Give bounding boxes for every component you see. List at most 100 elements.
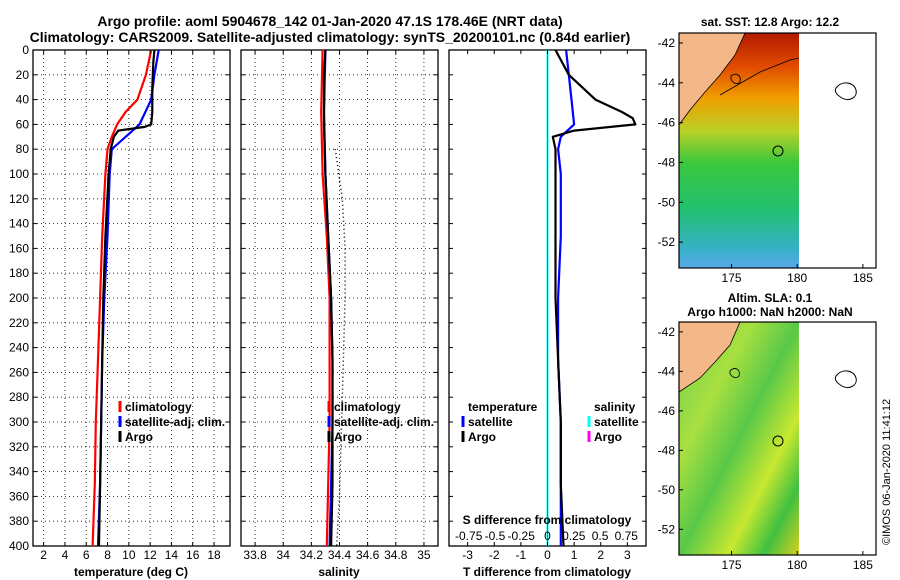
series-argo bbox=[322, 49, 334, 547]
depth-tick-label: 80 bbox=[16, 142, 30, 156]
depth-tick-label: 120 bbox=[9, 192, 29, 206]
map-lon-label: 185 bbox=[853, 558, 873, 572]
depth-tick-label: 280 bbox=[9, 390, 29, 404]
map-lat-label: -50 bbox=[658, 195, 676, 209]
salinity-xlabel: salinity bbox=[318, 565, 360, 579]
t-difference-xlabel: T difference from climatology bbox=[463, 565, 631, 579]
map-lat-label: -44 bbox=[658, 364, 676, 378]
depth-tick-label: 60 bbox=[16, 117, 30, 131]
figure-title-line-1: Argo profile: aoml 5904678_142 01-Jan-20… bbox=[97, 13, 563, 29]
difference-legend: temperature satellite Argo salinity sate… bbox=[461, 400, 639, 444]
x-tick-label: 35 bbox=[417, 548, 431, 562]
map-lat-label: -48 bbox=[658, 155, 676, 169]
depth-tick-label: 0 bbox=[22, 43, 29, 57]
depth-tick-label: 320 bbox=[9, 440, 29, 454]
sla-map bbox=[678, 321, 877, 556]
x-tick-label: 2 bbox=[597, 548, 604, 562]
x-tick-label: 3 bbox=[624, 548, 631, 562]
x-tick-label: 14 bbox=[165, 548, 179, 562]
map-lat-label: -52 bbox=[658, 522, 676, 536]
depth-tick-label: 200 bbox=[9, 291, 29, 305]
sla-map-frame bbox=[678, 321, 877, 556]
legend-title-temperature: temperature bbox=[468, 400, 538, 414]
x-tick-label: -1 bbox=[516, 548, 527, 562]
depth-tick-label: 300 bbox=[9, 415, 29, 429]
sst-argo-position-marker bbox=[772, 145, 784, 157]
sst-map-title: sat. SST: 12.8 Argo: 12.2 bbox=[701, 15, 840, 29]
x-tick-label: 34.2 bbox=[300, 548, 324, 562]
sla-map-title-2: Argo h1000: NaN h2000: NaN bbox=[687, 305, 852, 319]
map-lat-label: -46 bbox=[658, 404, 676, 418]
depth-tick-label: 100 bbox=[9, 167, 29, 181]
s-difference-label: S difference from climatology bbox=[463, 513, 632, 527]
s-diff-tick-label: 0.25 bbox=[562, 529, 586, 543]
salinity-legend: climatology satellite-adj. clim. Argo bbox=[327, 400, 434, 444]
series-t-argo bbox=[551, 49, 637, 547]
depth-tick-label: 260 bbox=[9, 365, 29, 379]
x-tick-label: -3 bbox=[462, 548, 473, 562]
temperature-legend: climatology satellite-adj. clim. Argo bbox=[118, 400, 225, 444]
legend-label-t-satellite: satellite bbox=[468, 415, 513, 429]
depth-tick-label: 180 bbox=[9, 266, 29, 280]
series-argo bbox=[97, 49, 156, 547]
depth-tick-label: 160 bbox=[9, 241, 29, 255]
depth-tick-label: 240 bbox=[9, 341, 29, 355]
x-tick-label: -2 bbox=[489, 548, 500, 562]
map-lat-label: -46 bbox=[658, 116, 676, 130]
map-lat-label: -48 bbox=[658, 443, 676, 457]
map-lat-label: -52 bbox=[658, 235, 676, 249]
temperature-panel-frame bbox=[32, 49, 231, 547]
s-diff-tick-label: 0.75 bbox=[615, 529, 639, 543]
sst-contour bbox=[719, 57, 800, 96]
x-tick-label: 34.4 bbox=[328, 548, 352, 562]
depth-tick-label: 400 bbox=[9, 539, 29, 553]
legend-label-satellite-adj: satellite-adj. clim. bbox=[125, 415, 225, 429]
x-tick-label: 0 bbox=[544, 548, 551, 562]
depth-tick-label: 220 bbox=[9, 316, 29, 330]
map-lat-label: -50 bbox=[658, 483, 676, 497]
depth-tick-label: 40 bbox=[16, 93, 30, 107]
x-tick-label: 34.8 bbox=[384, 548, 408, 562]
s-diff-tick-label: -0.75 bbox=[455, 529, 483, 543]
depth-axis: 0 20 40 60 80 100 120 140 160 180 200 220 240 260 280 3… bbox=[9, 43, 29, 553]
sst-island-outline bbox=[730, 73, 741, 85]
legend-label-s-argo: Argo bbox=[594, 430, 622, 444]
x-tick-label: 6 bbox=[83, 548, 90, 562]
sst-map bbox=[678, 32, 877, 269]
x-tick-label: 8 bbox=[104, 548, 111, 562]
depth-tick-label: 140 bbox=[9, 217, 29, 231]
x-tick-label: 34 bbox=[277, 548, 291, 562]
sla-argo-position-marker bbox=[772, 435, 784, 447]
series-climatology bbox=[91, 49, 153, 547]
map-lat-label: -44 bbox=[658, 76, 676, 90]
legend-label-argo: Argo bbox=[125, 430, 153, 444]
sla-chatham-islands bbox=[834, 370, 857, 389]
s-diff-tick-label: -0.25 bbox=[508, 529, 536, 543]
imos-timestamp: ©IMOS 06-Jan-2020 11:41:12 bbox=[881, 399, 893, 545]
map-lon-label: 180 bbox=[787, 558, 807, 572]
depth-tick-label: 380 bbox=[9, 514, 29, 528]
sla-lat-axis: -42 -44 -46 -48 -50 -52 bbox=[658, 325, 683, 536]
s-diff-tick-label: 0.5 bbox=[592, 529, 609, 543]
legend-label-climatology: climatology bbox=[125, 400, 192, 414]
temperature-panel bbox=[32, 49, 231, 547]
s-diff-tick-label: 0 bbox=[544, 529, 551, 543]
map-lon-label: 185 bbox=[853, 271, 873, 285]
legend-label-argo: Argo bbox=[334, 430, 362, 444]
sla-map-title-1: Altim. SLA: 0.1 bbox=[728, 291, 813, 305]
map-lon-label: 175 bbox=[722, 271, 742, 285]
legend-title-salinity: salinity bbox=[594, 400, 636, 414]
x-tick-label: 1 bbox=[571, 548, 578, 562]
legend-label-satellite-adj: satellite-adj. clim. bbox=[334, 415, 434, 429]
depth-tick-label: 20 bbox=[16, 68, 30, 82]
depth-tick-label: 360 bbox=[9, 489, 29, 503]
sla-island-outline bbox=[729, 368, 740, 379]
sst-lat-axis: -42 -44 -46 -48 -50 -52 bbox=[658, 36, 683, 249]
legend-label-t-argo: Argo bbox=[468, 430, 496, 444]
x-tick-label: 34.6 bbox=[356, 548, 380, 562]
sst-chatham-islands bbox=[834, 82, 857, 101]
x-tick-label: 12 bbox=[143, 548, 157, 562]
map-lon-label: 175 bbox=[722, 558, 742, 572]
series-climatology bbox=[320, 49, 331, 547]
